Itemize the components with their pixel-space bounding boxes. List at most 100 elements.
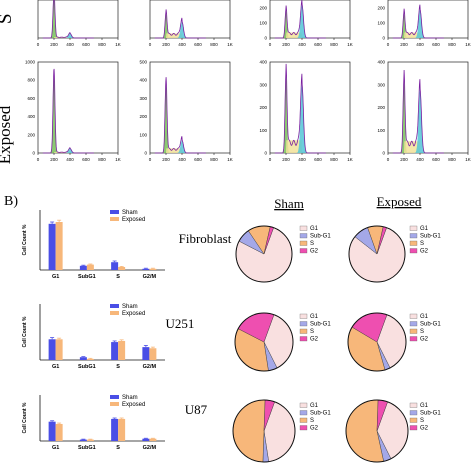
flow-x-tick-label: 800 (448, 42, 456, 47)
flow-x-tick-label: 800 (98, 157, 106, 162)
pie-legend-label: G2 (310, 337, 319, 343)
flow-g1-fill (50, 70, 58, 153)
flow-y-tick-label: 0 (144, 151, 147, 156)
bar-exposed-subg1 (86, 439, 94, 441)
flow-x-tick-label: 800 (98, 42, 106, 47)
flow-y-tick-label: 200 (377, 6, 385, 11)
pie-legend-label: Sub-G1 (420, 322, 441, 328)
bar-category-label: G1 (52, 445, 59, 451)
pie-legend-swatch (409, 248, 418, 254)
flow-x-tick-label: 1K (227, 157, 233, 162)
flow-x-tick-label: 0 (387, 42, 390, 47)
pie-legend-swatch (409, 410, 418, 416)
bar-y-label: Cell Count % (22, 224, 28, 255)
bar-exposed-g1 (55, 339, 63, 360)
bar-legend-label: Sham (122, 304, 138, 310)
flow-y-tick-label: 200 (27, 132, 35, 137)
pie-legend: G1 Sub-G1S G2 (409, 313, 441, 343)
pie-legend-swatch (409, 417, 418, 423)
bar-category-label: S (116, 274, 120, 280)
flow-x-tick-label: 600 (82, 42, 90, 47)
flow-y-tick-label: 400 (27, 114, 35, 119)
pie-legend-label: G1 (420, 226, 429, 232)
flow-y-tick-label: 400 (139, 78, 147, 83)
pie-legend-label: Sub-G1 (420, 234, 441, 240)
pie-legend-swatch (299, 248, 308, 254)
pie-legend-swatch (409, 225, 418, 231)
flow-g2-fill (176, 140, 188, 153)
bar-exposed-s (118, 267, 126, 270)
flow-plot-frame (149, 61, 231, 154)
pie-outline (235, 225, 293, 283)
pie-legend: G1 Sub-G1S G2 (299, 402, 331, 432)
bar-y-label: Cell Count % (22, 316, 28, 347)
flow-plot-7: 0 200 400 600 800 1K 400 300 200 100 0 (259, 60, 352, 163)
bar-sham-g2m (142, 438, 150, 441)
pie-slice-s (232, 399, 266, 463)
pie-legend-swatch (409, 328, 418, 334)
flow-x-tick-label: 1K (227, 42, 233, 47)
flow-x-tick-label: 400 (66, 157, 74, 162)
flow-g1-fill (282, 9, 290, 38)
cell-line-label: U251 (166, 316, 195, 331)
bar-sham-s (111, 418, 119, 441)
bar-exposed-subg1 (86, 358, 94, 360)
bar-category-label: S (116, 445, 120, 451)
pie-legend-label: Sub-G1 (310, 411, 331, 417)
pie-legend-label: S (310, 418, 314, 424)
bar-sham-g2m (142, 268, 150, 270)
bar-exposed-g1 (55, 423, 63, 441)
bar-category-label: S (116, 364, 120, 370)
flow-y-tick-label: 100 (377, 21, 385, 26)
pie-outline (348, 225, 406, 283)
flow-g2-fill (414, 89, 426, 153)
flow-s-fill (404, 32, 420, 38)
flow-x-tick-label: 400 (66, 42, 74, 47)
bar-category-label: SubG1 (78, 364, 96, 370)
flow-histogram-line (392, 4, 444, 39)
pie-legend-label: G2 (420, 337, 429, 343)
flow-g2-fill (176, 22, 188, 38)
flow-y-tick-label: 300 (377, 82, 385, 87)
flow-y-tick-label: 100 (259, 128, 267, 133)
bar-legend-label: Exposed (122, 311, 145, 317)
bar-exposed-g2m (149, 348, 157, 360)
flow-s-fill (166, 33, 182, 38)
flow-histogram-line (274, 0, 326, 39)
pie-column-sham: Sham (274, 196, 304, 211)
flow-x-tick-label: 200 (282, 42, 290, 47)
flow-x-tick-label: 200 (50, 157, 58, 162)
flow-histogram-line (274, 63, 326, 154)
flow-y-tick-label: 0 (264, 36, 267, 41)
flow-x-tick-label: 0 (37, 157, 40, 162)
bar-category-label: G1 (52, 274, 59, 280)
pie-legend-swatch (409, 233, 418, 239)
bar-sham-g1 (48, 223, 56, 270)
flow-x-tick-label: 600 (432, 42, 440, 47)
bar-category-label: SubG1 (78, 445, 96, 451)
flow-histogram-line (154, 77, 206, 154)
flow-g1-fill (162, 81, 170, 153)
flow-x-tick-label: 800 (210, 157, 218, 162)
flow-x-tick-label: 0 (37, 42, 40, 47)
flow-histogram-line (392, 69, 444, 154)
pie-legend-label: S (310, 241, 314, 247)
bar-category-label: G1 (52, 364, 59, 370)
pie-legend-label: G2 (310, 426, 319, 432)
flow-histogram-line (154, 9, 206, 39)
pie-legend: G1 Sub-G1S G2 (409, 402, 441, 432)
flow-plot-frame (37, 61, 119, 154)
flow-x-tick-label: 600 (432, 157, 440, 162)
bar-sham-s (111, 262, 119, 270)
cell-line-label: U87 (185, 402, 208, 417)
flow-g2-fill (296, 5, 308, 39)
flow-y-tick-label: 100 (259, 21, 267, 26)
flow-y-tick-label: 0 (264, 151, 267, 156)
flow-y-tick-label: 200 (377, 105, 385, 110)
flow-y-tick-label: 400 (259, 60, 267, 65)
pie-sham (232, 399, 296, 463)
flow-y-tick-label: 200 (259, 6, 267, 11)
bar-legend-swatch (110, 217, 119, 221)
